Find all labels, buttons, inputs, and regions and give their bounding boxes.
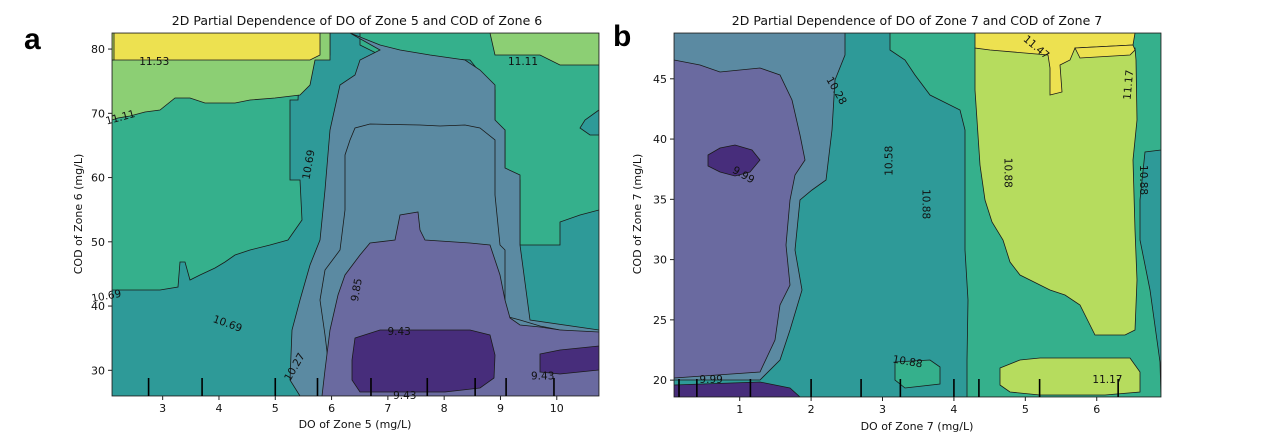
a-region-level5-right xyxy=(489,33,599,66)
y-tick-label: 25 xyxy=(653,314,667,327)
a-region-level7 xyxy=(112,33,321,61)
contour-label: 9.43 xyxy=(531,371,554,383)
panel-b-contour-fill xyxy=(674,33,1161,397)
panel-a-ylabel: COD of Zone 6 (mg/L) xyxy=(72,154,85,275)
y-tick-label: 80 xyxy=(91,43,105,56)
panel-b-letter: b xyxy=(613,20,631,53)
b-region-level1 xyxy=(674,59,806,379)
x-tick-label: 5 xyxy=(272,402,279,415)
panel-b-rug xyxy=(678,379,1119,397)
x-tick-label: 6 xyxy=(328,402,335,415)
y-tick-label: 40 xyxy=(653,133,667,146)
y-tick-label: 30 xyxy=(91,364,105,377)
b-region-level0-bottom xyxy=(674,381,801,397)
y-tick-label: 35 xyxy=(653,193,667,206)
panel-a-frame xyxy=(111,32,600,397)
y-tick-label: 40 xyxy=(91,300,105,313)
contour-label: 11.17 xyxy=(1122,69,1137,100)
contour-label: 10.69 xyxy=(301,149,318,181)
panel-b-frame xyxy=(673,32,1162,398)
x-tick-label: 9 xyxy=(497,402,504,415)
panel-b-xlabel: DO of Zone 7 (mg/L) xyxy=(861,420,974,433)
x-tick-label: 4 xyxy=(215,402,222,415)
b-region-level5 xyxy=(974,47,1138,336)
contour-label: 10.88 xyxy=(1001,158,1013,188)
y-tick-label: 70 xyxy=(91,107,105,120)
contour-label: 11.17 xyxy=(1092,374,1122,386)
contour-label: 9.43 xyxy=(393,390,416,402)
panel-b-title: 2D Partial Dependence of DO of Zone 7 an… xyxy=(732,13,1102,28)
panel-a-ticks: 3 4 5 6 7 8 9 10 30 40 50 60 70 80 xyxy=(91,43,564,415)
contour-label: 9.85 xyxy=(349,277,365,302)
panel-b-ylabel: COD of Zone 7 (mg/L) xyxy=(631,154,644,275)
contour-label: 10.88 xyxy=(1137,165,1149,195)
panel-a-contour-fill xyxy=(112,33,599,396)
x-tick-label: 3 xyxy=(159,402,166,415)
x-tick-label: 5 xyxy=(1022,403,1029,416)
y-tick-label: 60 xyxy=(91,172,105,185)
panel-a-xlabel: DO of Zone 5 (mg/L) xyxy=(299,418,412,431)
a-region-level0-right xyxy=(539,345,599,375)
x-tick-label: 7 xyxy=(384,402,391,415)
y-tick-label: 50 xyxy=(91,236,105,249)
contour-label: 11.11 xyxy=(508,56,538,68)
x-tick-label: 4 xyxy=(950,403,957,416)
b-region-level6 xyxy=(1074,44,1136,59)
y-tick-label: 30 xyxy=(653,254,667,267)
y-tick-label: 20 xyxy=(653,374,667,387)
b-region-level0 xyxy=(707,144,761,177)
x-tick-label: 2 xyxy=(808,403,815,416)
a-region-level0 xyxy=(351,329,496,393)
x-tick-label: 6 xyxy=(1093,403,1100,416)
panel-a-title: 2D Partial Dependence of DO of Zone 5 an… xyxy=(172,13,542,28)
x-tick-label: 8 xyxy=(441,402,448,415)
x-tick-label: 1 xyxy=(736,403,743,416)
b-region-level5-bottom xyxy=(999,357,1141,396)
contour-label: 11.53 xyxy=(139,56,169,68)
contour-label: 10.88 xyxy=(919,189,931,219)
x-tick-label: 10 xyxy=(550,402,564,415)
panel-a-letter: a xyxy=(24,23,41,56)
contour-label: 10.88 xyxy=(892,354,924,371)
contour-label: 9.99 xyxy=(699,374,722,386)
x-tick-label: 3 xyxy=(879,403,886,416)
y-tick-label: 45 xyxy=(653,73,667,86)
a-region-level6 xyxy=(112,33,115,61)
contour-label: 9.43 xyxy=(387,326,410,338)
contour-label: 10.69 xyxy=(91,288,123,305)
b-region-level4-left xyxy=(894,359,941,389)
contour-label: 10.58 xyxy=(884,146,896,176)
panel-a-rug xyxy=(147,378,555,396)
